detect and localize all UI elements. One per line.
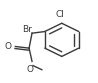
Text: Br: Br <box>22 25 32 34</box>
Text: O: O <box>27 65 34 74</box>
Text: Cl: Cl <box>55 10 64 19</box>
Text: O: O <box>4 42 11 51</box>
